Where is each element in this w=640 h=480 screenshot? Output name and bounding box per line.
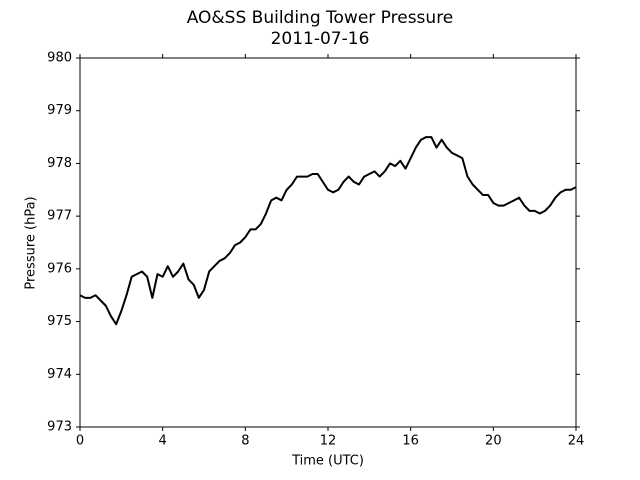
- y-tick-label: 975: [47, 314, 72, 329]
- y-tick-label: 976: [47, 261, 72, 276]
- x-tick-label: 0: [76, 434, 84, 449]
- chart-subtitle: 2011-07-16: [271, 29, 370, 49]
- x-tick-label: 4: [159, 434, 167, 449]
- y-tick-label: 974: [47, 367, 72, 382]
- x-tick-label: 24: [568, 434, 585, 449]
- x-tick-label: 20: [485, 434, 502, 449]
- data-line: [79, 136, 577, 326]
- x-axis-label: Time (UTC): [291, 454, 364, 469]
- y-tick-label: 977: [47, 209, 72, 224]
- x-tick-label: 8: [241, 434, 249, 449]
- y-tick-label: 980: [47, 51, 72, 66]
- y-axis-label: Pressure (hPa): [24, 196, 39, 289]
- x-tick-label: 16: [402, 434, 419, 449]
- y-tick-label: 979: [47, 103, 72, 118]
- y-tick-label: 978: [47, 156, 72, 171]
- y-tick-label: 973: [47, 420, 72, 435]
- plot-frame: [79, 57, 577, 428]
- chart-title: AO&SS Building Tower Pressure: [187, 8, 454, 28]
- x-tick-label: 12: [320, 434, 337, 449]
